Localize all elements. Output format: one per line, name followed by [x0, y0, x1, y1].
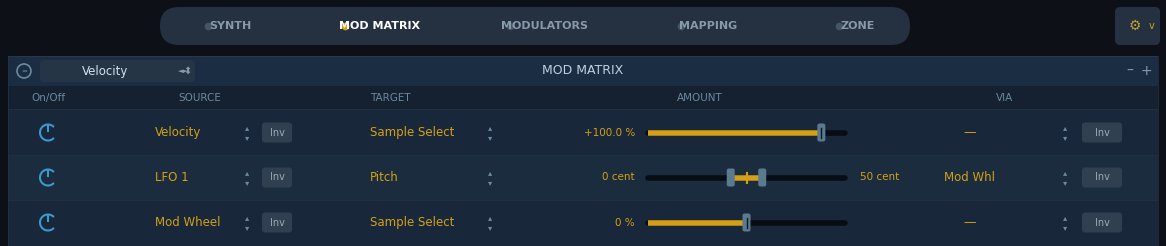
- Text: ▴
▾: ▴ ▾: [245, 123, 250, 142]
- Bar: [8, 56, 1158, 246]
- Text: ▴
▾: ▴ ▾: [245, 168, 250, 187]
- Bar: [8, 155, 1158, 200]
- FancyBboxPatch shape: [262, 213, 292, 232]
- Bar: [8, 86, 1158, 110]
- Text: ◄►: ◄►: [177, 68, 189, 74]
- Text: =: =: [21, 68, 27, 74]
- Text: —: —: [964, 216, 976, 229]
- Text: Mod Wheel: Mod Wheel: [155, 216, 220, 229]
- Text: Inv: Inv: [269, 172, 285, 183]
- Text: Sample Select: Sample Select: [370, 126, 455, 139]
- FancyBboxPatch shape: [758, 169, 766, 186]
- FancyBboxPatch shape: [1082, 213, 1122, 232]
- Bar: [8, 155, 1158, 156]
- Text: Inv: Inv: [1095, 217, 1109, 228]
- Text: Velocity: Velocity: [155, 126, 202, 139]
- Text: +: +: [1140, 64, 1152, 78]
- Text: –: –: [1126, 64, 1133, 78]
- Text: Sample Select: Sample Select: [370, 216, 455, 229]
- Text: Inv: Inv: [269, 217, 285, 228]
- Text: ▴
▾: ▴ ▾: [487, 168, 492, 187]
- Text: ▴
▾: ▴ ▾: [1063, 213, 1067, 232]
- Text: ▴
▾: ▴ ▾: [245, 213, 250, 232]
- Text: SOURCE: SOURCE: [178, 93, 222, 103]
- Text: 0 cent: 0 cent: [603, 172, 635, 183]
- Bar: [8, 110, 1158, 155]
- Bar: [8, 56, 1158, 246]
- Text: 0 %: 0 %: [616, 217, 635, 228]
- Text: ZONE: ZONE: [841, 21, 876, 31]
- Text: MOD MATRIX: MOD MATRIX: [339, 21, 421, 31]
- FancyBboxPatch shape: [817, 123, 826, 141]
- Text: 50 cent: 50 cent: [861, 172, 899, 183]
- Text: TARGET: TARGET: [370, 93, 410, 103]
- FancyBboxPatch shape: [726, 169, 735, 186]
- Bar: [8, 56, 1158, 86]
- FancyBboxPatch shape: [1082, 123, 1122, 142]
- Bar: [8, 56, 1158, 57]
- Text: Mod Whl: Mod Whl: [944, 171, 996, 184]
- Text: On/Off: On/Off: [31, 93, 65, 103]
- Bar: [8, 200, 1158, 201]
- FancyBboxPatch shape: [160, 7, 909, 45]
- Text: VIA: VIA: [997, 93, 1013, 103]
- FancyBboxPatch shape: [1082, 168, 1122, 187]
- FancyBboxPatch shape: [262, 123, 292, 142]
- Text: SYNTH: SYNTH: [209, 21, 251, 31]
- FancyBboxPatch shape: [40, 60, 195, 82]
- Text: AMOUNT: AMOUNT: [677, 93, 723, 103]
- FancyBboxPatch shape: [743, 214, 751, 231]
- Bar: [8, 200, 1158, 245]
- Text: LFO 1: LFO 1: [155, 171, 189, 184]
- FancyBboxPatch shape: [262, 168, 292, 187]
- Text: ▴
▾: ▴ ▾: [1063, 168, 1067, 187]
- Text: MOD MATRIX: MOD MATRIX: [542, 64, 624, 77]
- Text: ▴
▾: ▴ ▾: [487, 123, 492, 142]
- Text: MAPPING: MAPPING: [679, 21, 737, 31]
- Text: ▴
▾: ▴ ▾: [487, 213, 492, 232]
- Text: Pitch: Pitch: [370, 171, 399, 184]
- Text: Velocity: Velocity: [83, 64, 128, 77]
- Text: v: v: [1149, 21, 1154, 31]
- Text: Inv: Inv: [1095, 127, 1109, 138]
- Text: ▴
▾: ▴ ▾: [1063, 123, 1067, 142]
- Text: MODULATORS: MODULATORS: [501, 21, 589, 31]
- Text: Inv: Inv: [269, 127, 285, 138]
- Text: ⬍: ⬍: [183, 66, 191, 76]
- FancyBboxPatch shape: [1115, 7, 1160, 45]
- Bar: [8, 109, 1158, 110]
- Text: Inv: Inv: [1095, 172, 1109, 183]
- Text: ⚙: ⚙: [1129, 19, 1142, 33]
- Text: +100.0 %: +100.0 %: [584, 127, 635, 138]
- Text: —: —: [964, 126, 976, 139]
